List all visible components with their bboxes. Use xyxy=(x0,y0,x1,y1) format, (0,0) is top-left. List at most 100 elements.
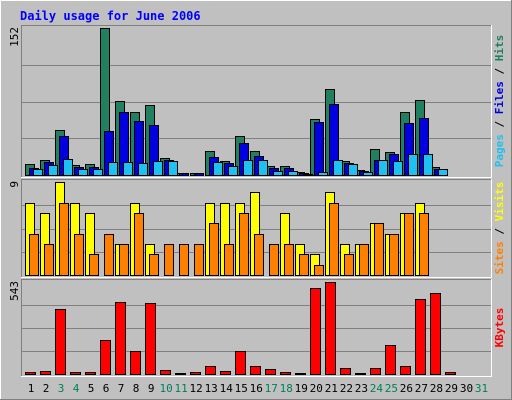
kbytes-bar-kbytes-day-14 xyxy=(220,371,231,375)
visits-bar-sites-day-12 xyxy=(194,244,204,276)
hits-bar-pages-day-24 xyxy=(378,160,388,176)
x-tick-label-day-23: 23 xyxy=(355,382,368,395)
x-tick-label-day-31: 31 xyxy=(475,382,488,395)
hits-bar-pages-day-15 xyxy=(243,160,253,176)
kbytes-bar-kbytes-day-9 xyxy=(145,303,156,375)
hits-bar-pages-day-7 xyxy=(123,162,133,176)
hits-bar-pages-day-3 xyxy=(63,159,73,176)
hits-bar-pages-day-20 xyxy=(318,172,328,176)
kbytes-bar-kbytes-day-18 xyxy=(280,372,291,375)
x-tick-label-day-1: 1 xyxy=(28,382,35,395)
hits-bar-files-day-11 xyxy=(179,173,189,176)
x-tick-label-day-25: 25 xyxy=(385,382,398,395)
kbytes-bar-kbytes-day-24 xyxy=(370,368,381,375)
visits-bar-sites-day-16 xyxy=(254,234,264,276)
hits-legend-part-2: Files xyxy=(493,81,506,114)
kbytes-bar-kbytes-day-8 xyxy=(130,351,141,375)
hits-bar-pages-day-16 xyxy=(258,160,268,176)
hits-bar-pages-day-23 xyxy=(363,172,373,176)
x-tick-label-day-24: 24 xyxy=(370,382,384,395)
x-tick-label-day-8: 8 xyxy=(133,382,140,395)
x-tick-label-day-26: 26 xyxy=(400,382,413,395)
visits-legend-part-2: Visits xyxy=(493,182,506,222)
hits-bar-pages-day-18 xyxy=(288,171,298,176)
kbytes-bar-kbytes-day-25 xyxy=(385,345,396,375)
kbytes-bar-kbytes-day-12 xyxy=(190,372,201,375)
hits-bar-files-day-20 xyxy=(314,122,324,176)
kbytes-bar-kbytes-day-20 xyxy=(310,288,321,375)
visits-bar-sites-day-22 xyxy=(344,254,354,276)
x-tick-label-day-30: 30 xyxy=(460,382,473,395)
visits-bar-sites-day-6 xyxy=(104,234,114,276)
x-tick-label-day-13: 13 xyxy=(205,382,218,395)
x-tick-label-day-5: 5 xyxy=(88,382,95,395)
x-tick-label-day-29: 29 xyxy=(445,382,458,395)
visits-bar-sites-day-10 xyxy=(164,244,174,276)
x-tick-label-day-2: 2 xyxy=(43,382,50,395)
visits-bar-sites-day-4 xyxy=(74,234,84,276)
hits-legend-part-1: / xyxy=(493,114,506,134)
x-tick-label-day-22: 22 xyxy=(340,382,353,395)
hits-bar-pages-day-14 xyxy=(228,166,238,176)
panel-kbytes: 543 KBytes xyxy=(8,279,506,377)
kbytes-bar-kbytes-day-13 xyxy=(205,366,216,375)
kbytes-bar-kbytes-day-22 xyxy=(340,368,351,375)
x-tick-label-day-3: 3 xyxy=(58,382,65,395)
kbytes-bar-kbytes-day-26 xyxy=(400,366,411,375)
visits-bar-sites-day-8 xyxy=(134,213,144,276)
visits-bar-sites-day-9 xyxy=(149,254,159,276)
visits-bar-sites-day-3 xyxy=(59,203,69,276)
hits-bar-pages-day-25 xyxy=(393,161,403,176)
kbytes-bar-kbytes-day-16 xyxy=(250,366,261,375)
visits-bar-sites-day-15 xyxy=(239,213,249,276)
visits-bar-sites-day-26 xyxy=(404,213,414,276)
hits-legend-part-0: Pages xyxy=(493,134,506,167)
hits-bar-pages-day-6 xyxy=(108,162,118,176)
kbytes-bar-kbytes-day-2 xyxy=(40,371,51,375)
visits-bar-sites-day-23 xyxy=(359,244,369,276)
visits-bar-sites-day-18 xyxy=(284,244,294,276)
x-tick-label-day-21: 21 xyxy=(325,382,338,395)
x-tick-label-day-17: 17 xyxy=(265,382,278,395)
kbytes-bar-kbytes-day-7 xyxy=(115,302,126,375)
visits-bar-sites-day-17 xyxy=(269,244,279,276)
x-tick-label-day-14: 14 xyxy=(220,382,234,395)
kbytes-side-legend: KBytes xyxy=(493,308,506,348)
kbytes-bar-kbytes-day-11 xyxy=(175,373,186,375)
x-tick-label-day-19: 19 xyxy=(295,382,308,395)
kbytes-bar-kbytes-day-19 xyxy=(295,373,306,375)
kbytes-bar-kbytes-day-15 xyxy=(235,351,246,375)
kbytes-bar-kbytes-day-5 xyxy=(85,372,96,375)
hits-bar-pages-day-28 xyxy=(438,169,448,176)
hits-bar-pages-day-9 xyxy=(153,161,163,176)
hits-bar-pages-day-1 xyxy=(33,169,43,176)
x-tick-label-day-9: 9 xyxy=(148,382,155,395)
x-tick-label-day-20: 20 xyxy=(310,382,323,395)
visits-bar-sites-day-19 xyxy=(299,254,309,276)
x-tick-label-day-11: 11 xyxy=(175,382,188,395)
kbytes-bar-kbytes-day-23 xyxy=(355,373,366,375)
visits-bar-sites-day-13 xyxy=(209,223,219,276)
hits-bar-pages-day-4 xyxy=(78,169,88,176)
hits-side-legend: Pages / Files / Hits xyxy=(493,35,506,168)
x-tick-label-day-6: 6 xyxy=(103,382,110,395)
hits-bar-files-day-12 xyxy=(194,173,204,176)
hits-bar-pages-day-13 xyxy=(213,162,223,176)
visits-bar-sites-day-11 xyxy=(179,244,189,276)
x-tick-label-day-10: 10 xyxy=(160,382,173,395)
visits-bar-sites-day-2 xyxy=(44,244,54,276)
kbytes-bar-kbytes-day-10 xyxy=(160,370,171,375)
x-tick-label-day-28: 28 xyxy=(430,382,443,395)
hits-bar-pages-day-8 xyxy=(138,163,148,176)
x-tick-label-day-12: 12 xyxy=(190,382,203,395)
x-tick-label-day-15: 15 xyxy=(235,382,248,395)
kbytes-bar-kbytes-day-21 xyxy=(325,282,336,375)
visits-bar-sites-day-24 xyxy=(374,223,384,276)
visits-bar-sites-day-25 xyxy=(389,234,399,276)
hits-legend-part-3: / xyxy=(493,61,506,81)
visits-bar-sites-day-27 xyxy=(419,213,429,276)
kbytes-legend-part-0: KBytes xyxy=(493,308,506,348)
visits-bar-sites-day-20 xyxy=(314,265,324,276)
kbytes-bar-kbytes-day-17 xyxy=(265,369,276,375)
